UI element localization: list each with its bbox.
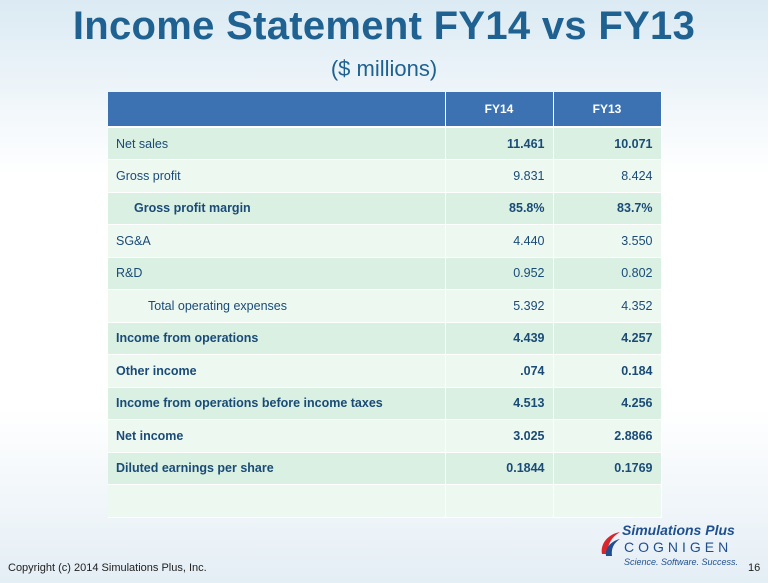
table-row: Total operating expenses 5.392 4.352 <box>108 289 662 323</box>
row-fy14: 9.831 <box>445 159 554 193</box>
header-fy13: FY13 <box>553 92 662 128</box>
table-row: SG&A 4.440 3.550 <box>108 224 662 258</box>
logo-line1: Simulations Plus <box>622 522 735 538</box>
row-fy14: 5.392 <box>445 289 554 323</box>
row-fy13: 3.550 <box>553 224 662 258</box>
table-row: Income from operations before income tax… <box>108 387 662 420</box>
logo-line2: COGNIGEN <box>624 539 733 555</box>
logo-swoosh-icon <box>601 532 620 556</box>
table-row: Gross profit margin 85.8% 83.7% <box>108 192 662 225</box>
row-fy14: 85.8% <box>445 192 554 225</box>
row-fy13: 4.256 <box>553 387 662 420</box>
slide-subtitle: ($ millions) <box>330 56 438 81</box>
company-logo: Simulations Plus COGNIGEN Science. Softw… <box>598 522 746 572</box>
table-header-row: FY14 FY13 <box>108 92 662 128</box>
row-fy14: 0.1844 <box>445 452 554 485</box>
header-label <box>108 92 446 128</box>
row-fy13: 0.1769 <box>553 452 662 485</box>
table-row-empty <box>108 484 662 518</box>
row-label: Diluted earnings per share <box>108 452 446 485</box>
row-fy13 <box>553 484 662 518</box>
header-fy14: FY14 <box>445 92 554 128</box>
row-fy13: 4.352 <box>553 289 662 323</box>
row-label: Income from operations before income tax… <box>108 387 446 420</box>
row-label: R&D <box>108 257 446 290</box>
row-label: Income from operations <box>108 322 446 355</box>
row-fy13: 83.7% <box>553 192 662 225</box>
table-row: Income from operations 4.439 4.257 <box>108 322 662 355</box>
row-label: Other income <box>108 354 446 388</box>
logo-tagline: Science. Software. Success. <box>624 557 739 567</box>
row-label: Gross profit <box>108 159 446 193</box>
slide-title: Income Statement FY14 vs FY13 <box>72 4 696 48</box>
row-label: SG&A <box>108 224 446 258</box>
copyright-text: Copyright (c) 2014 Simulations Plus, Inc… <box>8 562 207 574</box>
table-row: Gross profit 9.831 8.424 <box>108 159 662 193</box>
row-label: Net sales <box>108 127 446 160</box>
row-label: Total operating expenses <box>108 289 446 323</box>
row-fy14 <box>445 484 554 518</box>
table-row: Diluted earnings per share 0.1844 0.1769 <box>108 452 662 485</box>
row-fy13: 0.184 <box>553 354 662 388</box>
table-row: Net income 3.025 2.8866 <box>108 419 662 453</box>
row-fy13: 4.257 <box>553 322 662 355</box>
row-fy14: 11.461 <box>445 127 554 160</box>
row-fy14: 0.952 <box>445 257 554 290</box>
row-fy14: .074 <box>445 354 554 388</box>
page-number: 16 <box>748 562 761 574</box>
row-label: Net income <box>108 419 446 453</box>
row-fy13: 0.802 <box>553 257 662 290</box>
table-row: Net sales 11.461 10.071 <box>108 127 662 160</box>
row-fy14: 4.513 <box>445 387 554 420</box>
table-row: R&D 0.952 0.802 <box>108 257 662 290</box>
row-fy13: 10.071 <box>553 127 662 160</box>
row-fy13: 2.8866 <box>553 419 662 453</box>
row-fy14: 4.439 <box>445 322 554 355</box>
row-fy14: 3.025 <box>445 419 554 453</box>
income-statement-table: FY14 FY13 Net sales 11.461 10.071 Gross … <box>108 92 662 518</box>
table-row: Other income .074 0.184 <box>108 354 662 388</box>
row-fy14: 4.440 <box>445 224 554 258</box>
row-label: Gross profit margin <box>108 192 446 225</box>
row-fy13: 8.424 <box>553 159 662 193</box>
row-label <box>108 484 446 518</box>
